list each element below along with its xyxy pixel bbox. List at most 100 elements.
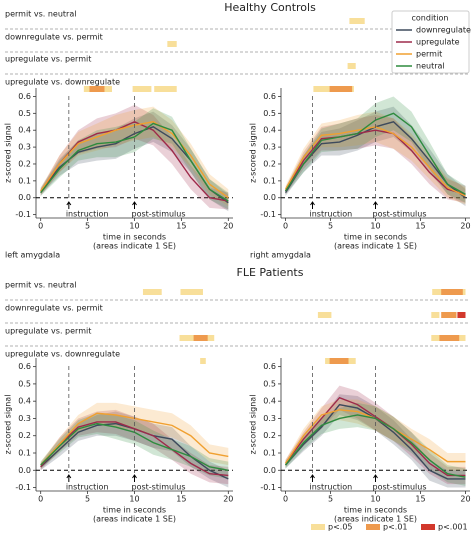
y-tick-label: 0.2 [263,431,276,440]
se-band [40,104,229,210]
y-tick-label: 0.1 [263,449,276,458]
se-band [40,413,229,479]
event-label: post-stimulus [132,210,186,219]
y-tick-label: -0.1 [15,210,31,219]
legend-label: neutral [416,62,445,71]
se-band [40,106,229,207]
significance-bar [457,312,466,318]
se-band [285,106,466,207]
se-band [285,402,466,486]
event-label: instruction [66,483,109,492]
se-band [285,394,466,488]
comparison-label: upregulate vs. downregulate [5,350,120,359]
y-tick-label: 0.3 [18,414,31,423]
x-tick-label: 0 [283,495,288,504]
x-tick-label: 0 [38,495,43,504]
y-tick-label: 0.0 [18,466,31,475]
significance-bar [180,289,203,295]
series-line [284,129,466,196]
event-label: post-stimulus [373,210,427,219]
x-axis-label: time in seconds [344,233,407,242]
y-tick-label: 0.4 [263,126,276,135]
x-tick-label: 20 [223,222,233,231]
significance-bar [154,86,177,92]
significance-bar [441,312,457,318]
y-tick-label: 0.5 [18,109,31,118]
x-axis-note: (areas indicate 1 SE) [334,242,417,251]
significance-bar [329,358,349,364]
x-tick-label: 0 [38,222,43,231]
legend-label: permit [416,50,442,59]
x-tick-label: 10 [370,495,380,504]
y-tick-label: 0.0 [263,193,276,202]
y-axis-label: z-scored signal [4,123,13,183]
p-legend-swatch [421,524,435,530]
comparison-label: downregulate vs. permit [5,33,103,42]
section-title: Healthy Controls [224,1,316,14]
event-arrow [310,474,315,482]
p-legend-swatch [311,524,325,530]
event-arrow [132,201,137,209]
event-label: instruction [310,210,353,219]
y-tick-label: 0.3 [18,143,31,152]
legend-title: condition [412,14,449,23]
x-tick-label: 15 [415,495,425,504]
event-arrow [132,474,137,482]
section-title: FLE Patients [237,266,304,279]
series-line [40,120,229,202]
significance-bar [431,312,440,318]
se-band [285,115,466,203]
significance-bar [347,63,356,69]
significance-bar [193,335,208,341]
y-tick-label: 0.2 [263,159,276,168]
panel-label: left amygdala [5,251,60,260]
x-tick-label: 20 [223,495,233,504]
y-tick-label: 0.6 [263,92,276,101]
se-band [40,108,229,210]
x-tick-label: 5 [328,222,333,231]
y-tick-label: 0.5 [263,379,276,388]
comparison-label: upregulate vs. downregulate [5,78,120,87]
comparison-label: downregulate vs. permit [5,304,103,313]
y-tick-label: -0.1 [260,483,276,492]
x-axis-label: time in seconds [344,506,407,515]
y-tick-label: -0.1 [260,210,276,219]
y-axis-label: z-scored signal [4,395,13,455]
comparison-label: permit vs. neutral [5,10,76,19]
x-tick-label: 15 [176,222,186,231]
x-axis-label: time in seconds [103,506,166,515]
p-legend-label: p<.05 [328,523,353,532]
event-label: instruction [66,210,109,219]
significance-bar [317,312,332,318]
y-tick-label: 0.4 [263,397,276,406]
panel-label: right amygdala [250,251,311,260]
y-tick-label: 0.2 [18,159,31,168]
y-tick-label: 0.3 [263,143,276,152]
x-tick-label: 20 [460,495,470,504]
event-arrow [373,474,378,482]
x-axis-note: (areas indicate 1 SE) [93,515,176,524]
comparison-label: upregulate vs. permit [5,327,91,336]
x-tick-label: 10 [129,495,139,504]
y-tick-label: 0.6 [18,362,31,371]
legend-box [391,10,470,74]
significance-bar [142,289,162,295]
comparison-label: permit vs. neutral [5,281,76,290]
comparison-label: upregulate vs. permit [5,55,91,64]
x-tick-label: 5 [85,495,90,504]
y-tick-label: 0.0 [263,466,276,475]
x-tick-label: 15 [176,495,186,504]
y-tick-label: 0.6 [263,362,276,371]
x-axis-label: time in seconds [103,233,166,242]
y-tick-label: 0.5 [18,379,31,388]
event-label: post-stimulus [373,483,427,492]
series-line [40,421,229,477]
se-band [40,411,229,488]
y-tick-label: 0.1 [18,176,31,185]
x-tick-label: 5 [85,222,90,231]
y-tick-label: 0.3 [263,414,276,423]
significance-bar [132,86,152,92]
event-arrow [66,474,72,482]
y-tick-label: -0.1 [15,483,31,492]
